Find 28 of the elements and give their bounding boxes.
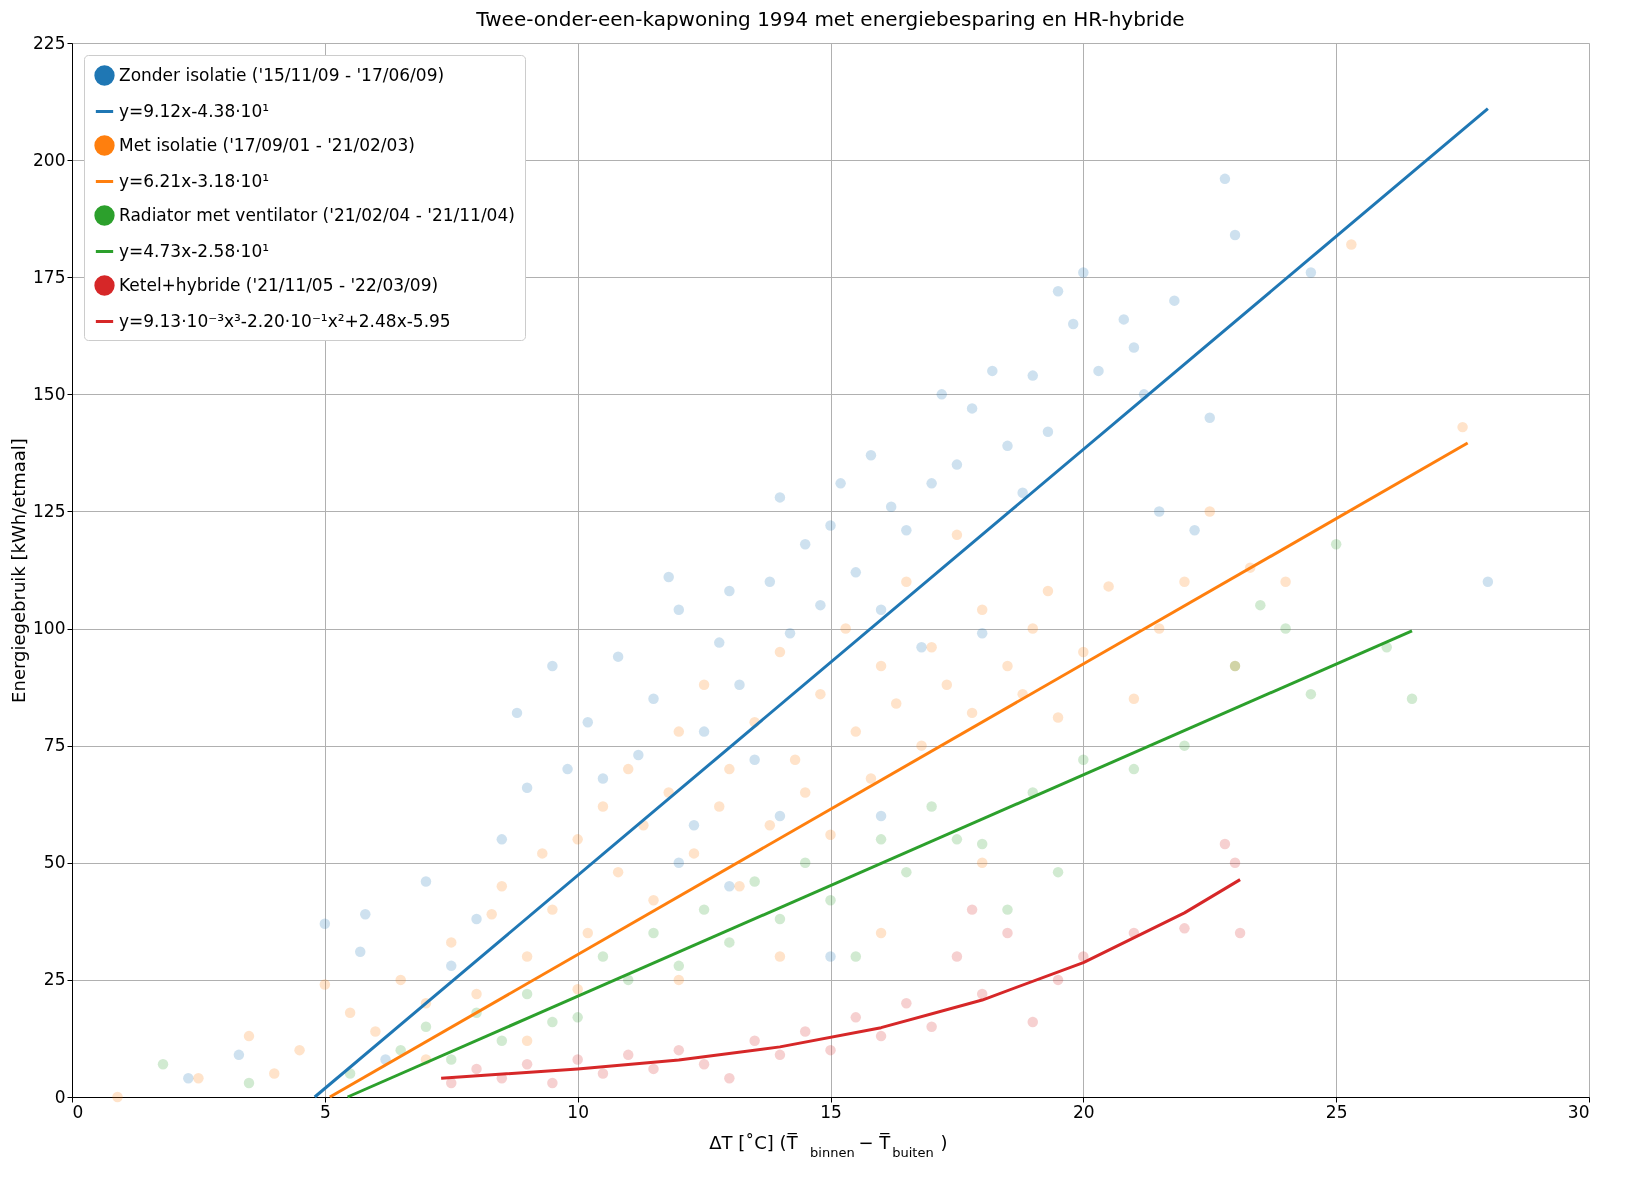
y-tick-label: 25 bbox=[43, 969, 66, 990]
x-tick-label: 20 bbox=[1073, 1101, 1095, 1122]
x-tick-label: 0 bbox=[72, 1101, 84, 1122]
x-tick-label: 15 bbox=[820, 1101, 842, 1122]
legend-label: Met isolatie ('17/09/01 - '21/02/03) bbox=[119, 134, 415, 155]
legend-label: Zonder isolatie ('15/11/09 - '17/06/09) bbox=[119, 64, 445, 85]
y-tick-label: 50 bbox=[43, 852, 66, 873]
x-tick-label: 25 bbox=[1325, 1101, 1348, 1122]
y-tick-label: 75 bbox=[43, 735, 66, 756]
y-tick-label: 225 bbox=[33, 32, 66, 53]
y-tick-label: 200 bbox=[33, 149, 66, 170]
y-axis-title: Energiegebruik [kWh/etmaal] bbox=[8, 438, 30, 703]
y-tick-label: 0 bbox=[54, 1086, 66, 1107]
legend-label: Radiator met ventilator ('21/02/04 - '21/11/04) bbox=[119, 204, 515, 225]
legend-label: y=9.13·10⁻³x³-2.20·10⁻¹x²+2.48x-5.95 bbox=[119, 310, 451, 331]
line-series bbox=[439, 878, 1242, 1080]
legend-label: y=9.12x-4.38·10¹ bbox=[119, 100, 270, 121]
legend-label: y=6.21x-3.18·10¹ bbox=[119, 170, 270, 191]
x-tick-label: 10 bbox=[567, 1101, 589, 1122]
y-tick-label: 125 bbox=[33, 500, 66, 521]
legend-label: Ketel+hybride ('21/11/05 - '22/03/09) bbox=[119, 274, 439, 295]
y-tick-label: 100 bbox=[33, 618, 66, 639]
chart-title: Twee-onder-een-kapwoning 1994 met energiebesparing en HR-hybride bbox=[475, 7, 1185, 31]
x-tick-label: 5 bbox=[319, 1101, 331, 1122]
y-tick-label: 175 bbox=[33, 266, 66, 287]
y-tick-label: 150 bbox=[33, 383, 66, 404]
legend-label: y=4.73x-2.58·10¹ bbox=[119, 240, 270, 261]
x-tick-label: 30 bbox=[1567, 1101, 1590, 1122]
